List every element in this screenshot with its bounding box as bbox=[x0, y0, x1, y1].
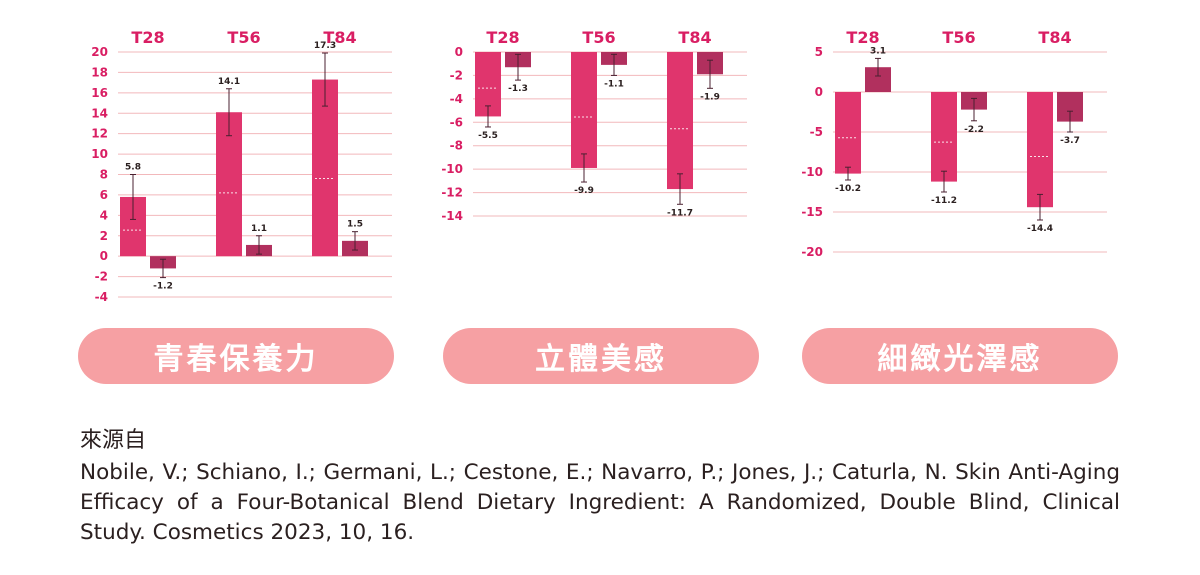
y-tick-label: -2 bbox=[95, 270, 108, 284]
chart-label-pill: 立體美感 bbox=[443, 328, 759, 384]
data-label: -10.2 bbox=[835, 184, 861, 194]
y-tick-label: 2 bbox=[100, 229, 108, 243]
category-label: T56 bbox=[227, 28, 260, 47]
y-tick-label: -20 bbox=[801, 245, 823, 259]
data-label: 1.1 bbox=[251, 224, 267, 234]
category-label: T28 bbox=[846, 28, 879, 47]
bar-chart-svg: 0 -2 -4 -6 -8 -10 -12 -14 T28 T56 T84 -5.5 -9.9 -11.7… bbox=[441, 28, 747, 223]
y-tick-label: 14 bbox=[91, 106, 108, 120]
y-tick-label: -6 bbox=[450, 115, 463, 129]
category-label: T56 bbox=[942, 28, 975, 47]
data-label: 17.3 bbox=[314, 41, 336, 51]
category-label: T84 bbox=[1038, 28, 1071, 47]
chart-3d-beauty: 0 -2 -4 -6 -8 -10 -12 -14 T28 T56 T84 -5.5 -9.9 -11.7… bbox=[425, 20, 765, 320]
data-label: 1.5 bbox=[347, 220, 363, 230]
y-tick-label: 8 bbox=[100, 168, 108, 182]
bar-chart-svg: 5 0 -5 -10 -15 -20 T28 T56 T84 -10.2 -11.2 -14.4 3.1… bbox=[801, 28, 1107, 259]
chart-youthful-care: 20 18 16 14 12 10 8 6 4 2 0 -2 -4 T28 T56 T84 5.8 14.1 17.… bbox=[70, 20, 410, 320]
category-label: T28 bbox=[486, 28, 519, 47]
data-label: -1.9 bbox=[700, 92, 720, 102]
data-label: 3.1 bbox=[870, 46, 886, 56]
bar bbox=[667, 52, 693, 190]
y-tick-label: -4 bbox=[95, 290, 108, 304]
y-tick-label: 6 bbox=[100, 188, 108, 202]
y-tick-label: -12 bbox=[441, 186, 463, 200]
y-tick-label: -5 bbox=[810, 125, 823, 139]
data-label: -3.7 bbox=[1060, 136, 1080, 146]
chart-fine-luster: 5 0 -5 -10 -15 -20 T28 T56 T84 -10.2 -11.2 -14.4 3.1… bbox=[785, 20, 1125, 320]
data-label: 5.8 bbox=[125, 163, 141, 173]
y-tick-label: 4 bbox=[100, 208, 108, 222]
y-tick-label: 10 bbox=[91, 147, 108, 161]
y-tick-label: -14 bbox=[441, 209, 463, 223]
data-label: -1.1 bbox=[604, 79, 624, 89]
bar bbox=[931, 92, 957, 182]
data-label: -11.7 bbox=[667, 208, 693, 218]
data-label: -2.2 bbox=[964, 125, 984, 135]
chart-label-pill: 青春保養力 bbox=[78, 328, 394, 384]
source-citation: 來源自 Nobile, V.; Schiano, I.; Germani, L.… bbox=[80, 422, 1120, 548]
y-tick-label: 18 bbox=[91, 65, 108, 79]
data-label: -9.9 bbox=[574, 186, 594, 196]
y-tick-label: -10 bbox=[441, 162, 463, 176]
y-tick-label: 0 bbox=[815, 85, 823, 99]
y-tick-label: 0 bbox=[455, 45, 463, 59]
category-label: T56 bbox=[582, 28, 615, 47]
y-tick-label: -10 bbox=[801, 165, 823, 179]
chart-label-pill: 細緻光澤感 bbox=[802, 328, 1118, 384]
y-tick-label: 0 bbox=[100, 249, 108, 263]
data-label: -1.2 bbox=[153, 282, 173, 292]
data-label: 14.1 bbox=[218, 77, 240, 87]
y-tick-label: 20 bbox=[91, 45, 108, 59]
data-label: -5.5 bbox=[478, 131, 498, 141]
category-label: T28 bbox=[131, 28, 164, 47]
y-tick-label: 5 bbox=[815, 45, 823, 59]
bar bbox=[216, 112, 242, 257]
data-label: -1.3 bbox=[508, 84, 528, 94]
bar bbox=[1027, 92, 1053, 208]
y-tick-label: -4 bbox=[450, 92, 463, 106]
bar bbox=[571, 52, 597, 168]
source-text: Nobile, V.; Schiano, I.; Germani, L.; Ce… bbox=[80, 460, 1120, 545]
bar bbox=[835, 92, 861, 174]
y-tick-label: -2 bbox=[450, 68, 463, 82]
y-tick-label: 12 bbox=[91, 127, 108, 141]
source-title: 來源自 bbox=[80, 428, 147, 453]
data-label: -14.4 bbox=[1027, 224, 1053, 234]
y-tick-label: 16 bbox=[91, 86, 108, 100]
y-tick-label: -8 bbox=[450, 139, 463, 153]
category-label: T84 bbox=[678, 28, 711, 47]
data-label: -11.2 bbox=[931, 196, 957, 206]
bar bbox=[312, 79, 338, 257]
y-tick-label: -15 bbox=[801, 205, 823, 219]
category-label: T84 bbox=[323, 28, 356, 47]
